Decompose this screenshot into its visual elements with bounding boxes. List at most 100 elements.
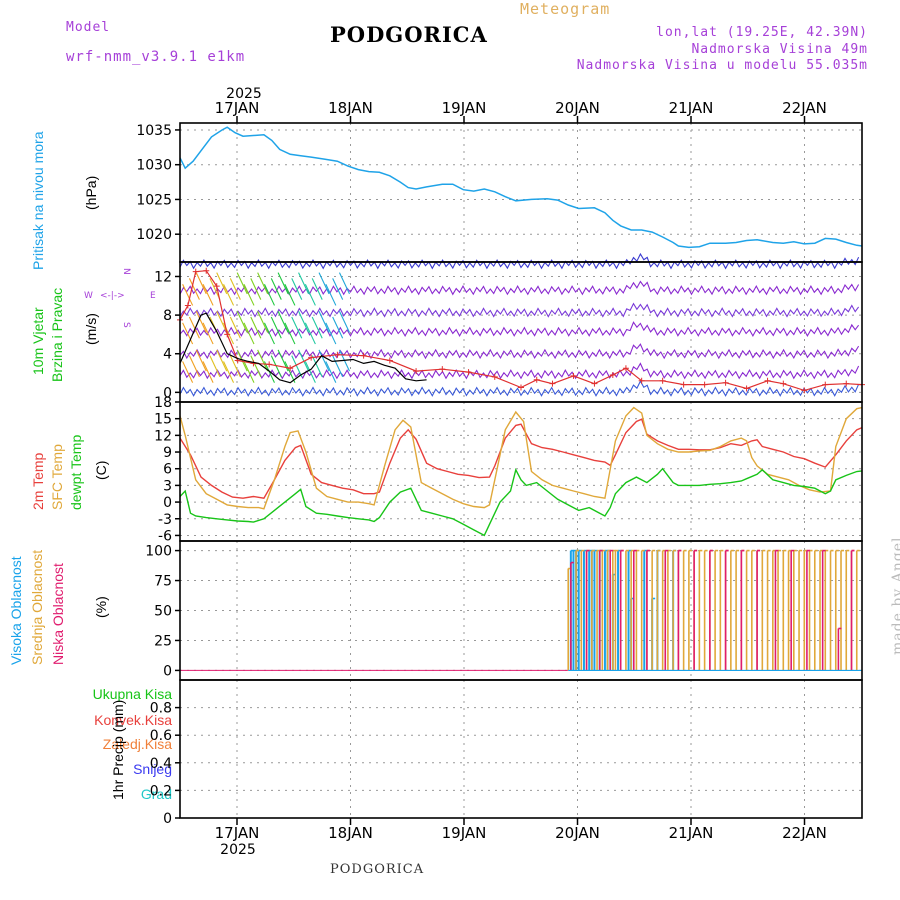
wind-gust-marker (843, 380, 850, 387)
wind-gust-marker (764, 377, 771, 384)
wind-arrow (250, 355, 262, 378)
wind-gust-marker (518, 384, 524, 391)
temperature-ytick-label: -3 (158, 512, 172, 528)
top-year-label: 2025 (226, 86, 262, 102)
temperature-ytick-label: 12 (154, 428, 172, 444)
clouds-ytick-label: 0 (163, 663, 172, 679)
wind-arrow (332, 278, 344, 300)
clouds-ytick-label: 75 (154, 574, 172, 590)
temperature-ytick-label: 15 (154, 412, 172, 428)
wind-speed-line (179, 312, 427, 384)
wind-gust-marker (213, 283, 220, 290)
wind-arrow (318, 311, 330, 333)
precip-ytick-label: 0.8 (150, 701, 172, 717)
wind-gust-marker (360, 352, 367, 359)
compass-arrows: <-|-> (100, 291, 125, 301)
wind-arrow (250, 316, 262, 339)
pressure-ytick-label: 1020 (136, 227, 172, 243)
wind-arrow (325, 361, 337, 383)
wind-arrow (188, 355, 200, 378)
wind-gust-marker (287, 365, 294, 372)
wind-gust-marker (591, 380, 598, 387)
wind-arrow (236, 272, 248, 295)
wind-arrow (202, 361, 214, 383)
wind-arrow (284, 283, 296, 306)
wind-gust-marker (680, 381, 687, 388)
wind-arrow (325, 322, 337, 345)
compass-south: S (121, 322, 131, 328)
wind-arrow (263, 322, 275, 345)
top-day-label: 21JAN (669, 99, 714, 117)
bottom-day-label: 21JAN (669, 824, 714, 842)
wind-arrow (209, 278, 221, 300)
bottom-day-label: 17JAN (215, 824, 260, 842)
wind-gust-marker (334, 351, 341, 358)
wind-barb-row-2 (179, 343, 860, 360)
wind-ytick-label: 0 (163, 385, 172, 401)
bottom-day-label: 20JAN (555, 824, 600, 842)
wind-arrow (182, 283, 194, 306)
wind-arrow (284, 322, 296, 345)
subtitle: Meteogram (520, 0, 611, 18)
wind-gust-marker (439, 366, 446, 373)
legend-snijeg: Snijeg (133, 761, 172, 777)
wind-barb-row-0 (179, 380, 860, 397)
wind-arrow (270, 278, 282, 300)
clouds-ytick-label: 100 (145, 544, 172, 560)
model-elevation-label: Nadmorska Visina u modelu 55.035m (576, 58, 868, 73)
wind-gust-marker (722, 379, 729, 386)
legend-konvek-kisa: Konvek.Kisa (94, 712, 172, 728)
wind-barb-row-1 (179, 362, 860, 380)
wind-arrow (250, 278, 262, 300)
wind-arrow (332, 316, 344, 339)
wind-arrow (318, 349, 330, 372)
wind-arrow (311, 278, 323, 300)
wind-arrow (188, 316, 200, 339)
wind-gust-marker (659, 377, 666, 384)
wind-gust-marker (609, 371, 616, 378)
wind-gust-marker (465, 369, 472, 376)
wind-gust-marker (570, 372, 577, 379)
wind-gust-marker (413, 368, 420, 375)
wind-arrow (236, 311, 248, 333)
wind-arrow (338, 272, 350, 295)
wind-gust-marker (266, 361, 273, 368)
wind-gust-marker (549, 380, 556, 387)
clouds-ytick-label: 50 (154, 604, 172, 620)
pressure-ytick-label: 1030 (136, 158, 172, 174)
compass-north: N (121, 268, 131, 275)
wind-arrow (195, 272, 207, 295)
bottom-day-label: 18JAN (328, 824, 373, 842)
temperature-ytick-label: 6 (163, 462, 172, 478)
precip-ytick-label: 0.4 (150, 756, 172, 772)
wind-gust-marker (801, 387, 808, 394)
bottom-day-label: 19JAN (442, 824, 487, 842)
wind-arrow (325, 283, 337, 306)
wind-arrow (291, 355, 303, 378)
wind-arrow (202, 283, 214, 306)
wind-barb-row-3 (179, 321, 860, 338)
wind-arrow (304, 361, 316, 383)
bottom-title: PODGORICA (330, 862, 425, 877)
top-day-label: 17JAN (215, 99, 260, 117)
top-day-label: 18JAN (328, 99, 373, 117)
wind-arrow (216, 311, 228, 333)
wind-arrow (318, 272, 330, 295)
wind-arrow (277, 272, 289, 295)
model-label: Model (66, 20, 111, 35)
precip-ytick-label: 0.6 (150, 728, 172, 744)
wind-gust-marker (638, 377, 645, 384)
wind-arrow (311, 316, 323, 339)
wind-gust-marker (224, 331, 231, 338)
wind-arrow (298, 272, 310, 295)
wind-gust-marker (192, 268, 199, 275)
wind-arrow (209, 355, 221, 378)
wind-ytick-label: 8 (163, 308, 172, 324)
pressure-panel-bg (180, 123, 862, 262)
legend-zaledj-kisa: Zaledj.Kisa (102, 736, 172, 752)
temperature-ytick-label: 3 (163, 478, 172, 494)
precip-ytick-label: 0 (163, 811, 172, 827)
wind-arrow (257, 349, 269, 372)
temp-sfc-line (179, 406, 863, 510)
